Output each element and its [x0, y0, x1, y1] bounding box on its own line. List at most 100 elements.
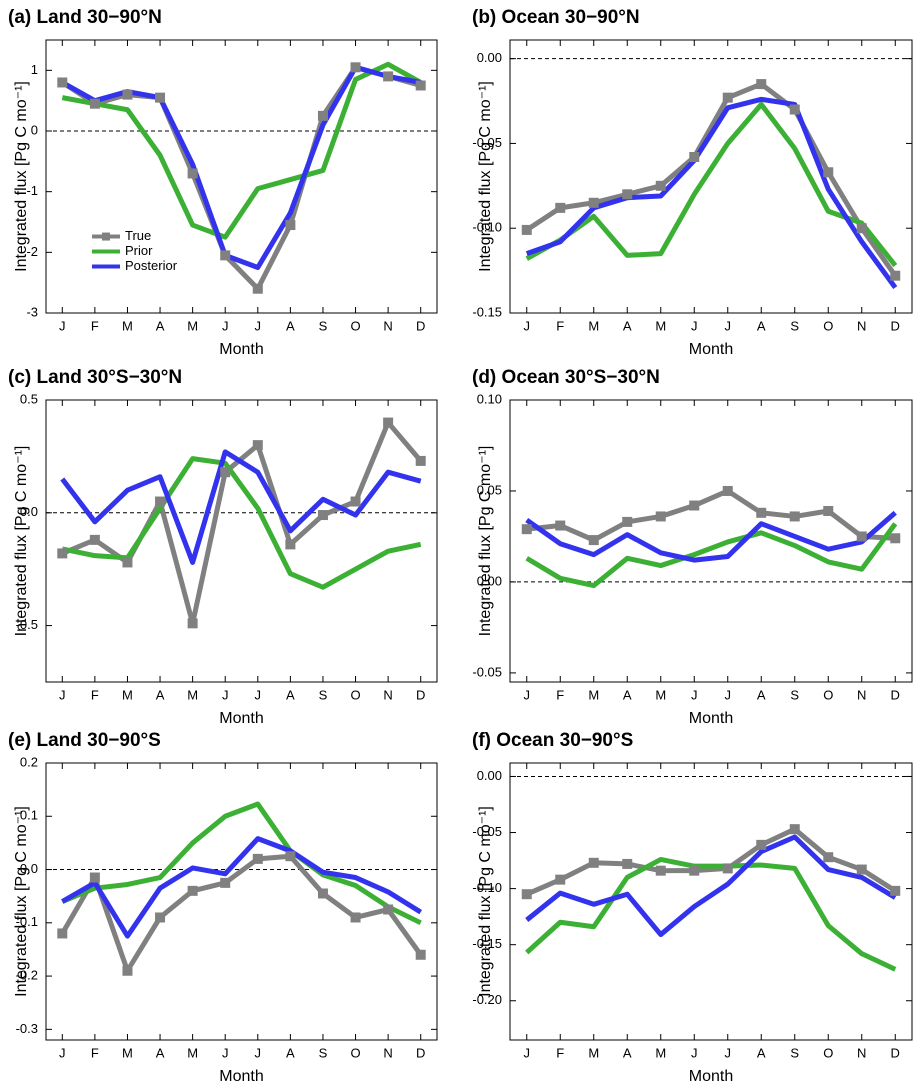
x-tick-label: J [59, 687, 66, 702]
y-tick-label: 0.2 [20, 754, 38, 769]
x-tick-label: F [91, 318, 99, 333]
y-axis-label: Integrated flux [Pg C mo⁻¹] [477, 806, 494, 997]
marker [655, 865, 666, 876]
y-tick-label: 0.0 [20, 504, 38, 519]
marker [521, 889, 532, 900]
y-tick-label: 0.5 [20, 391, 38, 406]
y-tick-label: 0.05 [477, 482, 502, 497]
x-tick-label: A [757, 687, 766, 702]
marker [155, 496, 166, 507]
marker [823, 167, 834, 178]
marker [317, 110, 328, 121]
marker [252, 283, 263, 294]
marker [588, 197, 599, 208]
x-tick-label: D [891, 318, 900, 333]
legend-marker [102, 232, 110, 241]
marker [415, 80, 426, 91]
marker [57, 77, 68, 88]
x-axis-label: Month [689, 710, 733, 727]
x-tick-label: J [691, 687, 698, 702]
series-line [60, 449, 422, 565]
series-line [525, 96, 898, 290]
marker [890, 270, 901, 281]
x-axis-label: Month [219, 1068, 263, 1084]
marker [122, 965, 133, 976]
x-tick-label: A [286, 1045, 295, 1060]
marker [415, 455, 426, 466]
marker [285, 851, 296, 862]
y-tick-label: -1 [26, 183, 38, 198]
x-tick-label: J [222, 318, 229, 333]
x-tick-label: J [524, 687, 531, 702]
marker [317, 888, 328, 899]
x-tick-label: A [286, 687, 295, 702]
series-line [61, 801, 422, 926]
x-tick-label: M [187, 1045, 198, 1060]
y-axis-label: Integrated flux [Pg C mo⁻¹] [477, 81, 494, 272]
marker [220, 467, 231, 478]
marker [789, 511, 800, 522]
y-axis-label: Integrated flux [Pg C mo⁻¹] [13, 81, 30, 272]
series-line [525, 81, 898, 278]
marker [521, 224, 532, 235]
x-tick-label: O [823, 687, 833, 702]
x-tick-label: N [383, 318, 392, 333]
y-tick-label: -0.10 [472, 220, 502, 235]
y-tick-label: 0.1 [20, 808, 38, 823]
x-tick-label: J [59, 318, 66, 333]
y-tick-label: -0.15 [472, 936, 502, 951]
plot-frame [509, 39, 913, 314]
marker [252, 440, 263, 451]
y-tick-label: -0.05 [472, 135, 502, 150]
x-axis-label: Month [689, 1068, 733, 1084]
marker [756, 839, 767, 850]
x-tick-label: F [91, 1045, 99, 1060]
series-line [525, 510, 897, 563]
marker [789, 824, 800, 835]
y-tick-label: -0.05 [472, 824, 502, 839]
x-tick-label: J [691, 1045, 698, 1060]
plot-frame [45, 762, 438, 1041]
y-tick-label: 0.00 [477, 50, 502, 65]
marker [383, 904, 394, 915]
x-axis-label: Month [219, 710, 263, 727]
x-tick-label: F [556, 1045, 564, 1060]
series-line [526, 488, 896, 543]
marker [689, 500, 700, 511]
marker [187, 885, 198, 896]
x-axis-label: Month [219, 341, 263, 358]
marker [890, 885, 901, 896]
chart-title: (c) Land 30°S−30°N [8, 367, 182, 388]
marker [155, 912, 166, 923]
marker [122, 89, 133, 100]
x-tick-label: D [891, 687, 900, 702]
plot-frame [45, 399, 438, 683]
x-tick-label: M [187, 318, 198, 333]
x-tick-label: J [222, 1045, 229, 1060]
y-tick-label: -0.20 [472, 992, 502, 1007]
y-tick-label: -0.5 [16, 617, 38, 632]
x-tick-label: N [383, 687, 392, 702]
marker [383, 71, 394, 82]
y-tick-label: 0.00 [477, 573, 502, 588]
x-tick-label: J [59, 1045, 66, 1060]
x-tick-label: M [588, 687, 599, 702]
marker [588, 535, 599, 546]
plot-frame [509, 762, 913, 1041]
x-tick-label: S [319, 687, 328, 702]
marker [856, 223, 867, 234]
x-tick-label: D [891, 1045, 900, 1060]
y-tick-label: -0.1 [16, 914, 38, 929]
marker [252, 853, 263, 864]
series-line [60, 64, 422, 292]
marker [722, 863, 733, 874]
plot-frame [509, 399, 913, 683]
x-tick-label: O [350, 318, 360, 333]
x-tick-label: J [222, 687, 229, 702]
x-tick-label: O [350, 1045, 360, 1060]
marker [622, 516, 633, 527]
y-tick-label: -0.2 [16, 968, 38, 983]
x-tick-label: J [725, 1045, 732, 1060]
marker [622, 858, 633, 869]
x-tick-label: A [757, 318, 766, 333]
